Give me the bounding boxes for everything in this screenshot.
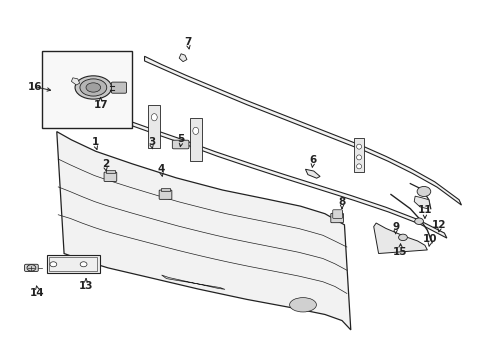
Circle shape — [80, 262, 87, 267]
Bar — [47, 255, 100, 273]
Text: 12: 12 — [431, 220, 446, 230]
Polygon shape — [413, 196, 429, 209]
Ellipse shape — [289, 298, 316, 312]
Text: 6: 6 — [308, 155, 316, 165]
Polygon shape — [179, 54, 186, 62]
Polygon shape — [144, 56, 461, 205]
Text: 9: 9 — [391, 222, 398, 231]
Text: 15: 15 — [392, 247, 407, 257]
Text: 16: 16 — [27, 82, 42, 92]
Polygon shape — [305, 169, 320, 178]
Polygon shape — [96, 108, 446, 238]
Text: 4: 4 — [158, 164, 165, 174]
Polygon shape — [71, 78, 80, 85]
Text: 14: 14 — [30, 288, 44, 298]
Bar — [49, 257, 97, 271]
Ellipse shape — [86, 83, 101, 92]
Polygon shape — [353, 138, 363, 172]
Polygon shape — [148, 105, 160, 148]
Text: 7: 7 — [184, 37, 192, 47]
Ellipse shape — [356, 155, 361, 160]
Text: 1: 1 — [92, 138, 99, 147]
Text: 17: 17 — [93, 100, 108, 110]
Text: 13: 13 — [79, 281, 93, 291]
Polygon shape — [373, 223, 427, 253]
FancyBboxPatch shape — [332, 210, 342, 219]
Circle shape — [414, 218, 423, 225]
Ellipse shape — [192, 127, 198, 134]
FancyBboxPatch shape — [24, 264, 38, 271]
FancyBboxPatch shape — [104, 172, 117, 181]
Text: 8: 8 — [338, 197, 345, 207]
Circle shape — [27, 265, 36, 271]
Text: 2: 2 — [102, 159, 109, 169]
FancyBboxPatch shape — [159, 190, 171, 199]
Polygon shape — [189, 118, 201, 161]
Text: 11: 11 — [417, 206, 431, 216]
Text: 5: 5 — [177, 134, 184, 144]
Circle shape — [50, 262, 57, 267]
Ellipse shape — [151, 114, 157, 121]
Ellipse shape — [356, 144, 361, 149]
Bar — [332, 211, 341, 214]
FancyBboxPatch shape — [111, 82, 126, 93]
Circle shape — [416, 186, 430, 197]
Bar — [161, 188, 169, 191]
Polygon shape — [161, 275, 224, 289]
Ellipse shape — [75, 76, 111, 99]
Bar — [42, 51, 132, 128]
Circle shape — [398, 234, 407, 240]
FancyBboxPatch shape — [330, 213, 343, 223]
FancyBboxPatch shape — [172, 140, 188, 149]
Bar — [106, 170, 115, 173]
Ellipse shape — [80, 79, 106, 96]
Text: 10: 10 — [422, 234, 436, 244]
Text: 3: 3 — [148, 138, 155, 147]
Polygon shape — [57, 132, 350, 330]
Ellipse shape — [356, 164, 361, 169]
